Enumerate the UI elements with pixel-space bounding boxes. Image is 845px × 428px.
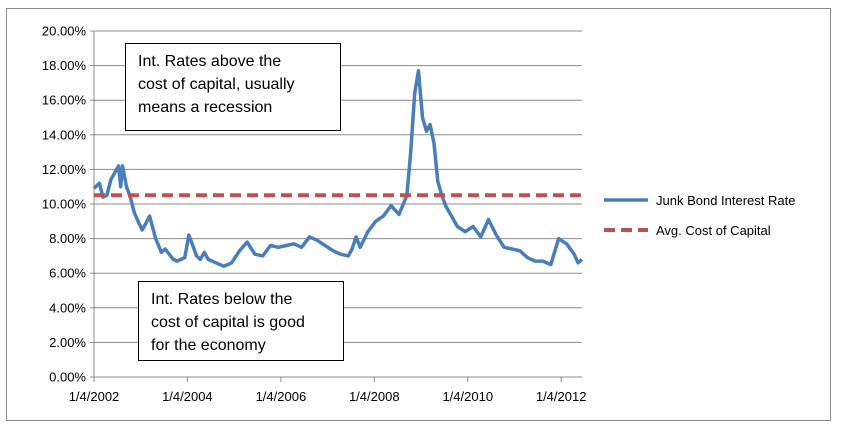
legend: Junk Bond Interest Rate Avg. Cost of Capi… — [604, 193, 795, 238]
x-tick-label: 1/4/2002 — [69, 389, 120, 404]
legend-label: Junk Bond Interest Rate — [656, 193, 795, 208]
y-tick-label: 18.00% — [42, 58, 87, 73]
y-axis-tick-labels: 0.00% 2.00% 4.00% 6.00% 8.00% 10.00% 12.00% 14.… — [42, 24, 87, 385]
y-tick-label: 20.00% — [42, 24, 87, 39]
y-tick-label: 12.00% — [42, 162, 87, 177]
x-tick-label: 1/4/2008 — [349, 389, 400, 404]
y-tick-label: 2.00% — [49, 335, 86, 350]
y-tick-label: 6.00% — [49, 266, 86, 281]
y-tick-label: 16.00% — [42, 93, 87, 108]
y-tick-label: 0.00% — [49, 370, 86, 385]
x-tick-label: 1/4/2010 — [442, 389, 493, 404]
x-tick-label: 1/4/2006 — [256, 389, 307, 404]
x-tick-label: 1/4/2004 — [162, 389, 213, 404]
axes — [93, 31, 582, 378]
y-tick-label: 14.00% — [42, 127, 87, 142]
series-lines — [92, 69, 584, 269]
annotation-good-economy: Int. Rates below the cost of capital is … — [138, 281, 344, 361]
y-tick-label: 4.00% — [49, 300, 86, 315]
y-tick-label: 10.00% — [42, 197, 87, 212]
x-axis-tick-labels: 1/4/2002 1/4/2004 1/4/2006 1/4/2008 1/4/2010… — [69, 389, 587, 404]
annotation-recession: Int. Rates above the cost of capital, us… — [125, 43, 341, 131]
series-line — [92, 69, 584, 269]
x-tick-label: 1/4/2012 — [536, 389, 587, 404]
y-tick-label: 8.00% — [49, 231, 86, 246]
legend-label: Avg. Cost of Capital — [656, 223, 771, 238]
